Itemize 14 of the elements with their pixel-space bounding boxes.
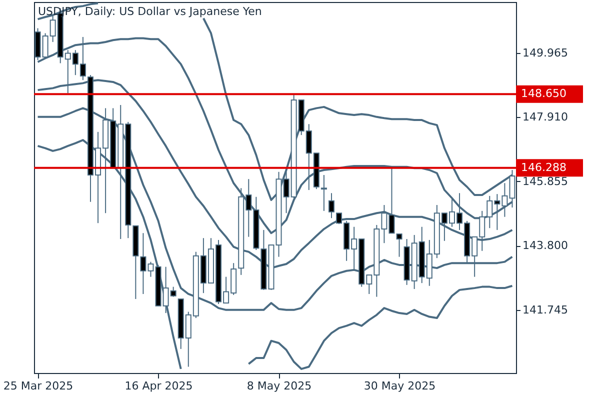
y-tick-label: 143.800 — [522, 239, 568, 252]
y-tick-label: 147.910 — [522, 110, 568, 124]
ref-line-label: 148.650 — [521, 87, 566, 100]
y-tick-label: 149.965 — [522, 46, 568, 60]
x-tick-label: 30 May 2025 — [364, 380, 436, 392]
ref-line-label: 146.288 — [521, 160, 566, 174]
candlestick — [396, 234, 402, 258]
x-tick-label: 8 May 2025 — [246, 380, 312, 392]
candlestick — [328, 192, 334, 219]
y-tick-label: 145.855 — [522, 174, 568, 188]
x-tick-label: 25 Mar 2025 — [3, 380, 74, 392]
candlestick — [320, 174, 327, 212]
x-tick-label: 16 Apr 2025 — [124, 380, 193, 392]
y-tick-label: 141.745 — [522, 303, 568, 316]
